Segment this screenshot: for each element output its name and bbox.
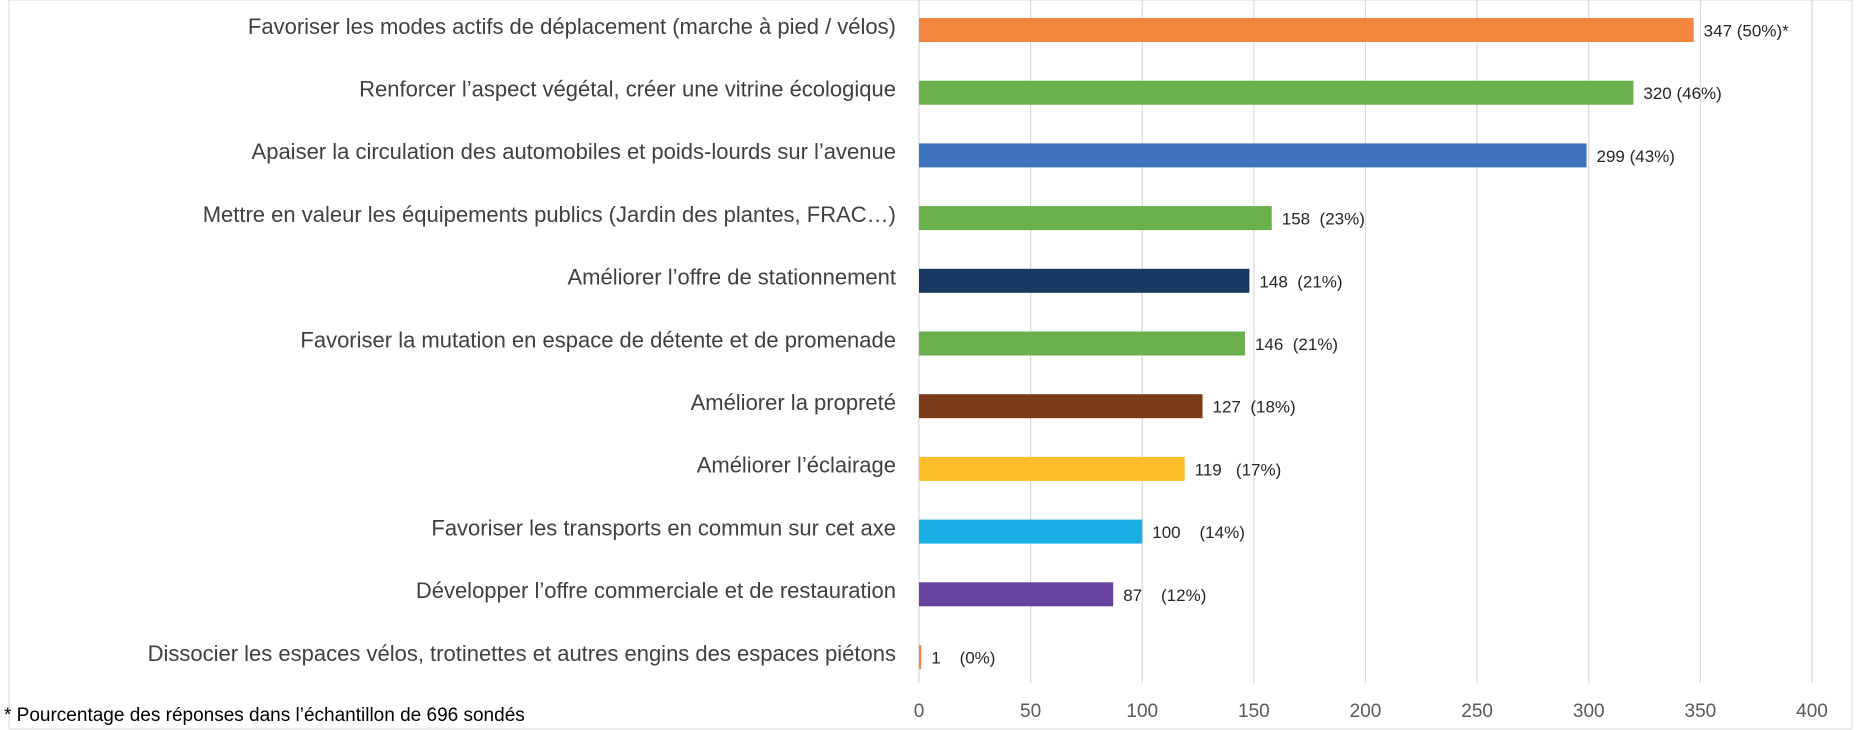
value-label: 347 (50%)* [1704,21,1789,40]
bar [919,582,1114,607]
x-tick-label: 100 [1126,701,1158,722]
category-label: Améliorer l’offre de stationnement [567,265,896,290]
category-label: Apaiser la circulation des automobiles e… [252,139,896,164]
bar [919,394,1203,419]
x-tick-label: 150 [1238,701,1270,722]
bar [919,206,1272,231]
bar [919,331,1245,356]
category-label: Mettre en valeur les équipements publics… [203,202,896,227]
footnote: * Pourcentage des réponses dans l’échant… [4,705,525,726]
bar [919,143,1587,168]
value-label: 127 (18%) [1213,398,1296,417]
x-tick-label: 300 [1573,701,1605,722]
bar [919,18,1694,42]
value-label: 299 (43%) [1597,147,1675,166]
category-label: Améliorer l’éclairage [697,453,896,478]
x-tick-label: 350 [1685,701,1717,722]
value-label: 1 (0%) [931,648,995,667]
category-label: Améliorer la propreté [691,390,896,415]
category-label: Favoriser les modes actifs de déplacemen… [248,14,896,39]
category-label: Favoriser la mutation en espace de déten… [300,327,896,352]
category-label: Favoriser les transports en commun sur c… [431,515,896,540]
category-label: Développer l’offre commerciale et de res… [416,578,896,603]
value-label: 158 (23%) [1282,210,1365,229]
bar [919,268,1250,293]
bar [919,456,1185,481]
value-label: 87 (12%) [1123,586,1206,605]
x-tick-label: 50 [1020,701,1041,722]
bar [919,519,1143,544]
value-label: 119 (17%) [1195,460,1282,479]
bar [919,645,922,669]
bar [919,80,1634,105]
value-label: 100 (14%) [1152,523,1245,542]
x-tick-label: 400 [1796,701,1828,722]
value-label: 320 (46%) [1643,84,1721,103]
category-label: Dissocier les espaces vélos, trotinettes… [148,641,896,666]
x-tick-label: 250 [1461,701,1493,722]
category-label: Renforcer l’aspect végétal, créer une vi… [359,77,896,102]
frame [8,0,1853,730]
value-label: 146 (21%) [1255,335,1338,354]
x-tick-label: 200 [1350,701,1382,722]
value-label: 148 (21%) [1259,272,1342,291]
x-tick-label: 0 [914,701,925,722]
